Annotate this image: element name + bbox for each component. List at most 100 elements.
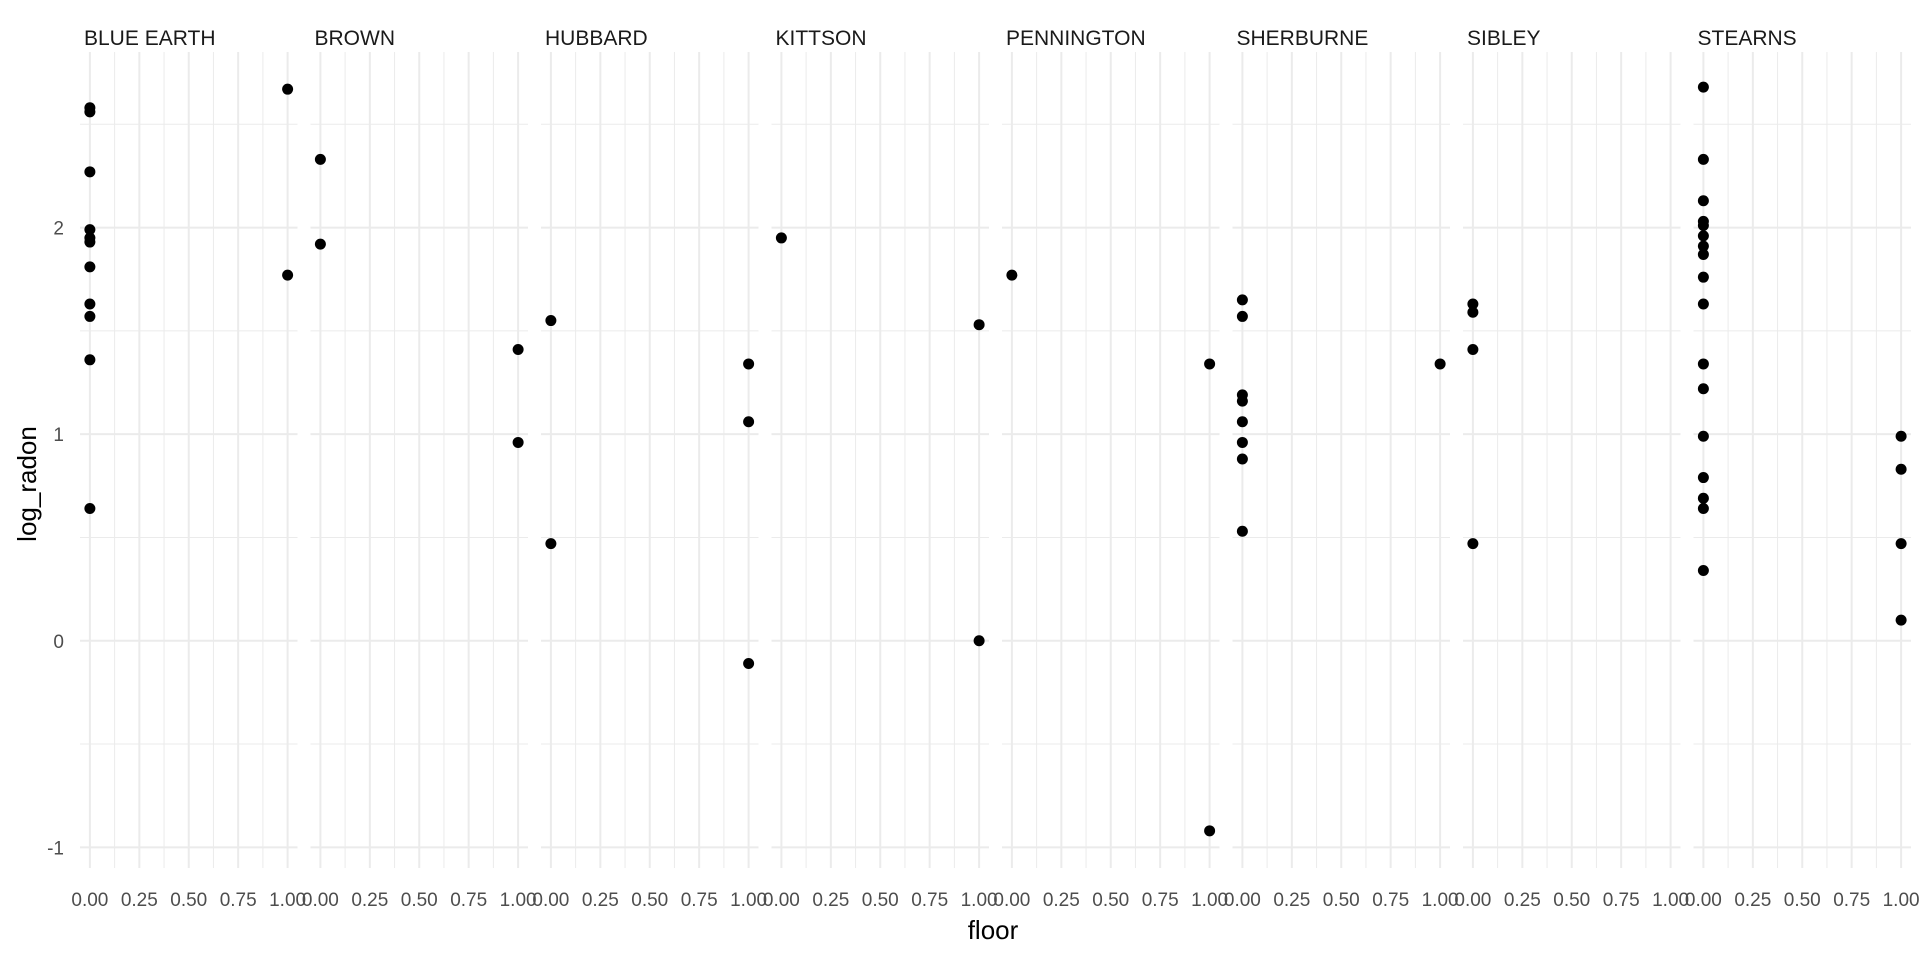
data-point — [1204, 358, 1216, 370]
data-point — [1697, 248, 1709, 260]
data-point — [84, 166, 96, 178]
data-point — [314, 153, 326, 165]
facet-strip-label: BLUE EARTH — [84, 27, 216, 50]
data-point — [1697, 472, 1709, 484]
x-tick-label: 1.00 — [1652, 890, 1689, 911]
facet-strip-label: STEARNS — [1698, 27, 1797, 50]
facet-panel: 0.00 0.25 0.50 0.75 1.00 PENNINGTON — [993, 27, 1228, 911]
x-tick-label: 0.75 — [1142, 890, 1179, 911]
x-tick-label: 0.00 — [993, 890, 1030, 911]
x-tick-label: 1.00 — [730, 890, 767, 911]
x-tick-label: 0.75 — [220, 890, 257, 911]
data-point — [314, 238, 326, 250]
data-point — [1895, 538, 1907, 550]
data-point — [1697, 220, 1709, 232]
x-tick-label: 0.50 — [1553, 890, 1590, 911]
data-point — [84, 106, 96, 118]
data-point — [1697, 81, 1709, 93]
data-point — [1697, 298, 1709, 310]
x-tick-label: 0.50 — [1784, 890, 1821, 911]
data-point — [743, 416, 755, 428]
x-tick-label: 0.50 — [631, 890, 668, 911]
data-point — [1697, 383, 1709, 395]
x-tick-label: 0.00 — [1685, 890, 1722, 911]
data-point — [743, 358, 755, 370]
y-tick-label: 1 — [53, 425, 64, 446]
x-tick-label: 0.25 — [1043, 890, 1080, 911]
y-axis: -1 0 1 2 — [47, 219, 64, 860]
data-point — [1236, 436, 1248, 448]
data-point — [1236, 416, 1248, 428]
facet-panel: 0.00 0.25 0.50 0.75 1.00 BLUE EARTH — [71, 27, 306, 911]
x-tick-label: 1.00 — [961, 890, 998, 911]
data-point — [1467, 343, 1479, 355]
data-point — [775, 232, 787, 244]
data-point — [84, 261, 96, 273]
data-point — [1697, 240, 1709, 252]
facet-strip-label: SIBLEY — [1467, 27, 1541, 50]
facet-strip-label: PENNINGTON — [1006, 27, 1146, 50]
x-tick-label: 1.00 — [1883, 890, 1920, 911]
data-point — [545, 538, 557, 550]
x-tick-label: 0.00 — [1224, 890, 1261, 911]
x-tick-label: 0.25 — [812, 890, 849, 911]
data-point — [1697, 565, 1709, 577]
data-point — [1236, 453, 1248, 465]
y-axis-title: log_radon — [12, 426, 42, 542]
facet-panel: 0.00 0.25 0.50 0.75 1.00 STEARNS — [1685, 27, 1920, 911]
x-tick-label: 0.50 — [1323, 890, 1360, 911]
facet-panel: 0.00 0.25 0.50 0.75 1.00 BROWN — [302, 27, 537, 911]
data-point — [1204, 825, 1216, 837]
data-point — [973, 319, 985, 331]
data-point — [282, 269, 294, 281]
data-point — [1697, 430, 1709, 442]
x-tick-label: 0.50 — [862, 890, 899, 911]
data-point — [84, 224, 96, 236]
x-tick-label: 1.00 — [1422, 890, 1459, 911]
x-tick-label: 0.50 — [1092, 890, 1129, 911]
facet-strip-label: KITTSON — [776, 27, 867, 50]
data-point — [1697, 358, 1709, 370]
data-point — [973, 635, 985, 647]
data-point — [1697, 230, 1709, 242]
x-tick-label: 0.50 — [170, 890, 207, 911]
data-point — [84, 354, 96, 366]
x-tick-label: 0.75 — [450, 890, 487, 911]
facet-panel: 0.00 0.25 0.50 0.75 1.00 KITTSON — [763, 27, 998, 911]
data-point — [1697, 492, 1709, 504]
data-point — [1236, 294, 1248, 306]
data-point — [84, 310, 96, 322]
data-point — [1895, 463, 1907, 475]
facet-panel: 0.00 0.25 0.50 0.75 1.00 SIBLEY — [1454, 27, 1689, 911]
x-tick-label: 0.00 — [763, 890, 800, 911]
x-tick-label: 0.00 — [1454, 890, 1491, 911]
data-point — [1006, 269, 1018, 281]
x-tick-label: 0.50 — [401, 890, 438, 911]
x-tick-label: 0.75 — [911, 890, 948, 911]
data-point — [1697, 503, 1709, 515]
data-point — [1697, 195, 1709, 207]
data-point — [1467, 306, 1479, 318]
x-tick-label: 0.25 — [351, 890, 388, 911]
data-point — [1697, 153, 1709, 165]
x-tick-label: 0.75 — [1603, 890, 1640, 911]
x-tick-label: 0.75 — [1372, 890, 1409, 911]
data-point — [1697, 271, 1709, 283]
data-point — [1434, 358, 1446, 370]
x-tick-label: 0.25 — [1734, 890, 1771, 911]
facet-strip-label: SHERBURNE — [1237, 27, 1369, 50]
data-point — [545, 315, 557, 327]
facet-strip-label: BROWN — [315, 27, 396, 50]
data-point — [282, 83, 294, 95]
x-axis-title: floor — [968, 915, 1019, 945]
x-tick-label: 0.25 — [121, 890, 158, 911]
y-tick-label: 0 — [53, 632, 64, 653]
data-point — [1236, 310, 1248, 322]
x-tick-label: 1.00 — [500, 890, 537, 911]
x-tick-label: 0.25 — [1504, 890, 1541, 911]
x-tick-label: 0.00 — [302, 890, 339, 911]
facet-strip-label: HUBBARD — [545, 27, 648, 50]
x-tick-label: 0.25 — [582, 890, 619, 911]
